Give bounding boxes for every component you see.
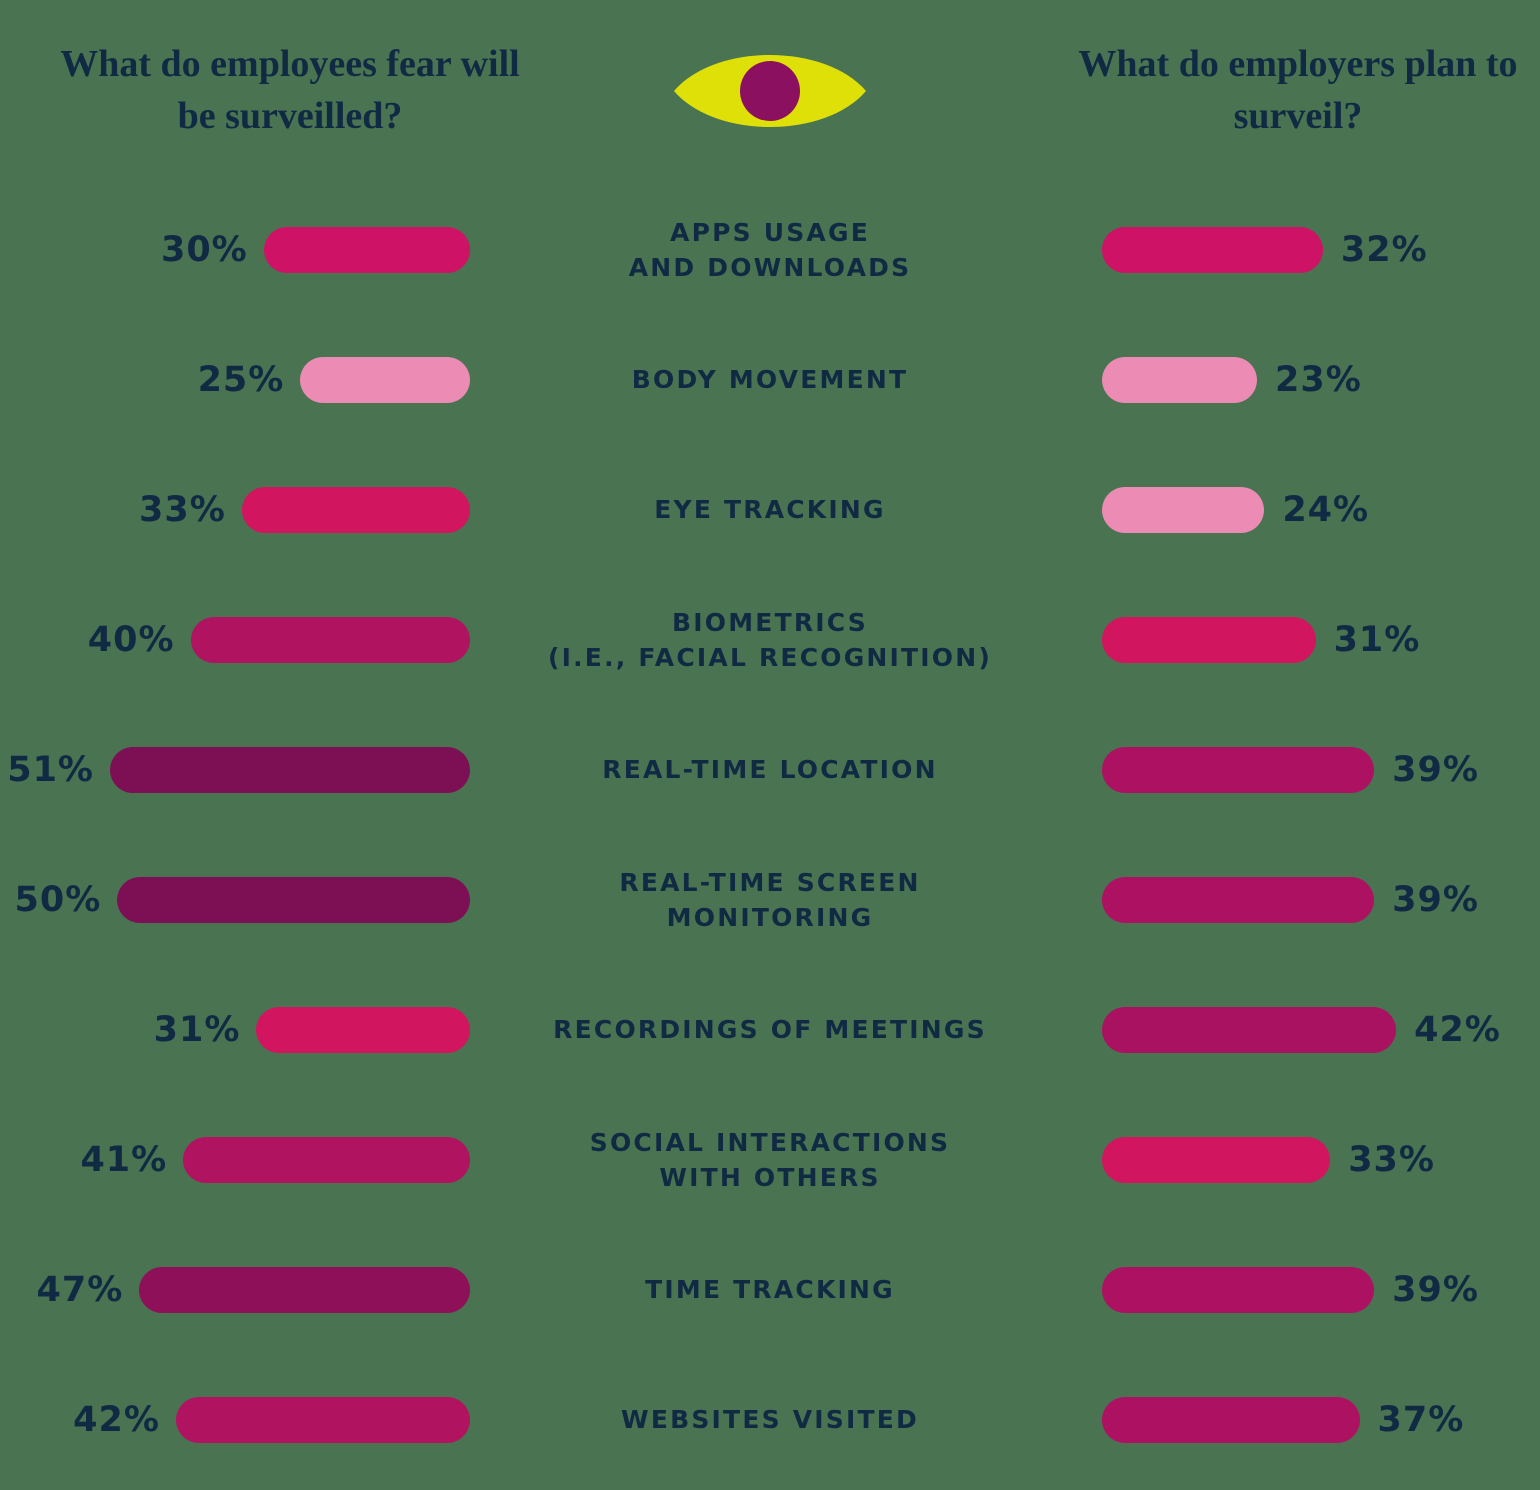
employee-fear-bar-group: 31%: [0, 965, 480, 1095]
employer-plan-value: 39%: [1392, 1270, 1479, 1310]
category-label-text: REAL-TIME SCREEN MONITORING: [619, 867, 921, 933]
employee-fear-value: 42%: [73, 1400, 160, 1440]
comparison-row: 51% REAL-TIME LOCATION 39%: [0, 705, 1540, 835]
employee-fear-value: 30%: [160, 230, 248, 270]
left-column-title: What do employees fear will be surveille…: [60, 43, 520, 138]
comparison-rows: 30% APPS USAGE AND DOWNLOADS 32% 25% BODY MOV…: [0, 185, 1540, 1485]
category-label: EYE TRACKING: [490, 445, 1050, 575]
employee-fear-bar-group: 50%: [0, 835, 480, 965]
employer-plan-bar-group: 37%: [1095, 1355, 1540, 1485]
category-label: RECORDINGS OF MEETINGS: [490, 965, 1050, 1095]
category-label-text: SOCIAL INTERACTIONS WITH OTHERS: [589, 1127, 951, 1193]
employer-plan-bar: [1102, 877, 1375, 923]
employer-plan-value: 42%: [1414, 1010, 1501, 1050]
infographic-header: What do employees fear will be surveille…: [0, 0, 1540, 185]
category-label: REAL-TIME SCREEN MONITORING: [490, 835, 1050, 965]
employee-fear-bar: [175, 1397, 470, 1443]
comparison-row: 31% RECORDINGS OF MEETINGS 42%: [0, 965, 1540, 1095]
employer-plan-value: 24%: [1282, 490, 1370, 530]
employee-fear-bar-group: 33%: [0, 445, 480, 575]
category-label-text: REAL-TIME LOCATION: [602, 755, 938, 785]
comparison-row: 47% TIME TRACKING 39%: [0, 1225, 1540, 1355]
employee-fear-bar: [190, 617, 470, 663]
employer-plan-bar-group: 23%: [1095, 315, 1540, 445]
employee-fear-bar-group: 42%: [0, 1355, 480, 1485]
employer-plan-bar: [1102, 1267, 1375, 1313]
employer-plan-bar-group: 39%: [1095, 705, 1540, 835]
employee-fear-value: 50%: [14, 880, 102, 920]
category-label-text: TIME TRACKING: [645, 1275, 895, 1305]
employee-fear-bar: [256, 1007, 470, 1053]
comparison-row: 50% REAL-TIME SCREEN MONITORING 39%: [0, 835, 1540, 965]
employee-fear-value: 47%: [36, 1270, 124, 1310]
employer-plan-bar-group: 24%: [1095, 445, 1540, 575]
employer-plan-bar-group: 33%: [1095, 1095, 1540, 1225]
employee-fear-bar: [117, 877, 470, 923]
employee-fear-value: 25%: [197, 360, 285, 400]
employee-fear-bar: [110, 747, 470, 793]
category-label-text: BODY MOVEMENT: [631, 365, 909, 395]
category-label: TIME TRACKING: [490, 1225, 1050, 1355]
employer-plan-value: 39%: [1392, 880, 1479, 920]
employer-plan-bar-group: 32%: [1095, 185, 1540, 315]
employer-plan-bar: [1102, 487, 1265, 533]
comparison-row: 40% BIOMETRICS (I.E., FACIAL RECOGNITION) 3…: [0, 575, 1540, 705]
eye-icon: [660, 38, 880, 143]
category-label-text: BIOMETRICS (I.E., FACIAL RECOGNITION): [547, 607, 993, 673]
employer-plan-bar-group: 39%: [1095, 1225, 1540, 1355]
employer-plan-value: 39%: [1392, 750, 1479, 790]
employee-fear-value: 31%: [153, 1010, 241, 1050]
employee-fear-bar-group: 41%: [0, 1095, 480, 1225]
comparison-row: 25% BODY MOVEMENT 23%: [0, 315, 1540, 445]
employee-fear-bar-group: 51%: [0, 705, 480, 835]
category-label: BIOMETRICS (I.E., FACIAL RECOGNITION): [490, 575, 1050, 705]
category-label: BODY MOVEMENT: [490, 315, 1050, 445]
comparison-row: 42% WEBSITES VISITED 37%: [0, 1355, 1540, 1485]
employer-plan-value: 33%: [1348, 1140, 1435, 1180]
employee-fear-bar-group: 47%: [0, 1225, 480, 1355]
employer-plan-value: 37%: [1377, 1400, 1465, 1440]
employer-plan-bar-group: 42%: [1095, 965, 1540, 1095]
employee-fear-bar: [263, 227, 470, 273]
employee-fear-value: 51%: [7, 750, 94, 790]
category-label-text: RECORDINGS OF MEETINGS: [553, 1015, 987, 1045]
employee-fear-value: 41%: [80, 1140, 168, 1180]
employer-plan-value: 31%: [1333, 620, 1421, 660]
right-column-title: What do employers plan to surveil?: [1078, 43, 1518, 138]
employee-fear-bar: [139, 1267, 470, 1313]
employer-plan-bar: [1102, 1397, 1360, 1443]
category-label-text: EYE TRACKING: [654, 495, 886, 525]
employee-fear-bar-group: 25%: [0, 315, 480, 445]
employer-plan-value: 23%: [1275, 360, 1362, 400]
employer-plan-bar: [1102, 747, 1375, 793]
category-label: APPS USAGE AND DOWNLOADS: [490, 185, 1050, 315]
employer-plan-bar: [1102, 617, 1316, 663]
employer-plan-bar: [1102, 1007, 1397, 1053]
employee-fear-value: 33%: [139, 490, 226, 530]
comparison-row: 41% SOCIAL INTERACTIONS WITH OTHERS 33%: [0, 1095, 1540, 1225]
employer-plan-bar-group: 31%: [1095, 575, 1540, 705]
employer-plan-bar-group: 39%: [1095, 835, 1540, 965]
employee-fear-bar-group: 40%: [0, 575, 480, 705]
employee-fear-value: 40%: [87, 620, 175, 660]
employer-plan-bar: [1102, 357, 1257, 403]
employee-fear-bar-group: 30%: [0, 185, 480, 315]
employer-plan-bar: [1102, 1137, 1331, 1183]
employee-fear-bar: [183, 1137, 470, 1183]
comparison-row: 30% APPS USAGE AND DOWNLOADS 32%: [0, 185, 1540, 315]
category-label: WEBSITES VISITED: [490, 1355, 1050, 1485]
employer-plan-bar: [1102, 227, 1323, 273]
comparison-row: 33% EYE TRACKING 24%: [0, 445, 1540, 575]
category-label: REAL-TIME LOCATION: [490, 705, 1050, 835]
category-label: SOCIAL INTERACTIONS WITH OTHERS: [490, 1095, 1050, 1225]
employee-fear-bar: [300, 357, 470, 403]
category-label-text: APPS USAGE AND DOWNLOADS: [628, 217, 912, 283]
employee-fear-bar: [241, 487, 470, 533]
category-label-text: WEBSITES VISITED: [621, 1405, 919, 1435]
employer-plan-value: 32%: [1340, 230, 1428, 270]
